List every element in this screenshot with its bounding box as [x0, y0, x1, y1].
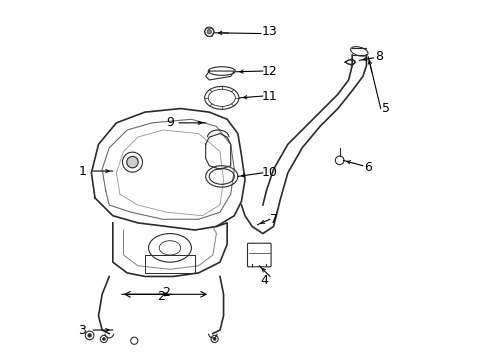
- Text: 12: 12: [262, 64, 278, 77]
- Circle shape: [102, 338, 105, 341]
- Text: 10: 10: [262, 166, 278, 179]
- Text: 13: 13: [262, 25, 278, 38]
- Text: 11: 11: [262, 90, 278, 103]
- Circle shape: [213, 338, 216, 341]
- Text: 2: 2: [162, 286, 170, 299]
- Text: 3: 3: [78, 324, 86, 337]
- Text: 8: 8: [375, 50, 383, 63]
- Text: 2: 2: [157, 289, 165, 303]
- Text: 9: 9: [166, 116, 174, 129]
- Circle shape: [207, 30, 211, 34]
- Circle shape: [127, 157, 138, 168]
- Text: 1: 1: [78, 165, 86, 177]
- Text: 6: 6: [364, 161, 372, 174]
- Text: 7: 7: [270, 213, 277, 226]
- Text: 5: 5: [382, 102, 390, 115]
- FancyBboxPatch shape: [247, 243, 271, 267]
- Text: 4: 4: [261, 274, 269, 287]
- Circle shape: [88, 334, 92, 337]
